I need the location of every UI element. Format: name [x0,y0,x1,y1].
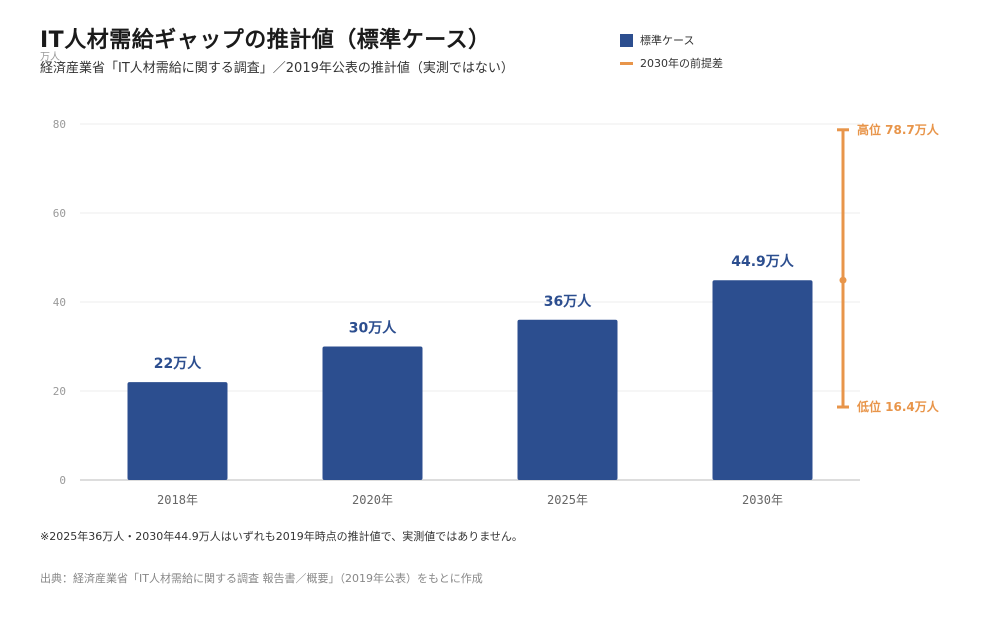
bar-chart: 0 20 40 60 80 万人 22万人 30万人 36万人 44.9万人 2018年 202… [40,51,940,507]
x-tick-label: 2020年 [352,493,393,507]
y-tick-label: 0 [59,474,66,487]
x-tick-label: 2018年 [157,493,198,507]
legend-item-range: 2030年の前提差 [620,53,723,73]
bar-4 [712,280,813,480]
bar-3 [517,319,618,480]
bars: 22万人 30万人 36万人 44.9万人 [127,253,813,480]
y-tick-label: 20 [53,385,66,398]
range-high-label: 高位 78.7万人 [857,122,940,137]
data-label: 30万人 [349,320,397,337]
data-label: 44.9万人 [731,253,795,270]
legend-item-standard: 標準ケース [620,30,723,50]
footnote: ※2025年36万人・2030年44.9万人はいずれも2019年時点の推計値で、… [40,530,523,543]
bar-2 [322,346,423,480]
x-axis-ticks: 2018年 2020年 2025年 2030年 [157,493,783,507]
legend-label-standard: 標準ケース [640,34,695,47]
x-tick-label: 2030年 [742,493,783,507]
data-label: 22万人 [154,355,202,372]
legend-label-range: 2030年の前提差 [640,57,723,70]
y-axis-ticks: 0 20 40 60 80 [53,118,66,487]
y-tick-label: 60 [53,207,66,220]
chart-subtitle: 経済産業省「IT人材需給に関する調査」／2019年公表の推計値（実測ではない） [40,61,514,76]
y-tick-label: 80 [53,118,66,131]
legend-swatch-line [620,61,633,65]
y-tick-label: 40 [53,296,66,309]
data-label: 36万人 [544,293,592,310]
chart-title: IT人材需給ギャップの推計値（標準ケース） [40,28,491,53]
y-axis-unit: 万人 [40,51,60,63]
chart-legend: 標準ケース 2030年の前提差 [620,30,723,76]
range-low-label: 低位 16.4万人 [856,399,940,414]
range-midpoint [839,276,847,284]
x-tick-label: 2025年 [547,493,588,507]
legend-swatch-bar [620,33,633,47]
bar-1 [127,382,228,480]
source-citation: 出典：経済産業省「IT人材需給に関する調査 報告書／概要」（2019年公表）をも… [40,572,483,585]
